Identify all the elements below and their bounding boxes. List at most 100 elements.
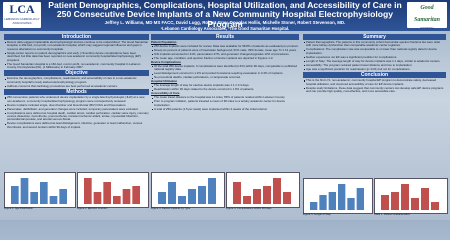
section-heading: Introduction bbox=[4, 34, 149, 40]
figure bbox=[77, 172, 149, 208]
figure-bar bbox=[233, 182, 241, 204]
figure-bar bbox=[431, 202, 439, 210]
figure-bar bbox=[319, 195, 327, 210]
figure-bar bbox=[198, 186, 206, 204]
figure-caption: Figure 5. Length of Stay bbox=[303, 213, 331, 216]
section-heading: Conclusion bbox=[303, 72, 446, 79]
figure-bar bbox=[253, 189, 261, 204]
figure-bar bbox=[391, 192, 399, 210]
bullet: The average length of stay for elective … bbox=[151, 83, 299, 87]
bullet: Examine the demographics, complications,… bbox=[4, 77, 149, 84]
bullet: The Good Samaritan Hospital is a 162-bed… bbox=[4, 62, 149, 70]
figure-caption: Table 1. Patient Characteristics bbox=[374, 213, 410, 216]
figure-caption: Figure 1. Age Distribution bbox=[4, 207, 34, 210]
authors: Jeffrey L. Williams, MD MS FACC, David L… bbox=[104, 20, 346, 25]
figure bbox=[4, 172, 76, 208]
bullet: 250 consecutive patients who underwent d… bbox=[4, 96, 149, 103]
logo-right: Good Samaritan HOSPITAL bbox=[407, 2, 447, 30]
bullet: Neither experience nor EF was a signific… bbox=[303, 55, 446, 59]
section-heading: Results bbox=[151, 34, 299, 40]
figure-bar bbox=[178, 196, 186, 204]
figure-graphic bbox=[233, 178, 291, 204]
figure-caption: Figure 3. Device Implants by Type bbox=[151, 207, 191, 210]
column: Results Patient Population 250 device impl… bbox=[151, 33, 299, 171]
figure-bar bbox=[132, 186, 140, 204]
figure-bar bbox=[243, 196, 251, 204]
figure-bar bbox=[338, 184, 346, 210]
bullet: Lead dislodgement occurred in 1.2% and p… bbox=[151, 71, 299, 75]
figure-bar bbox=[59, 189, 67, 204]
bullet: The mean travel distance to the hospital… bbox=[151, 95, 299, 99]
poster-title: Patient Demographics, Complications, Hos… bbox=[48, 0, 402, 29]
figure-bar bbox=[84, 178, 92, 204]
figure-bar bbox=[273, 178, 281, 204]
figure-bar bbox=[310, 202, 318, 210]
subheading: Hospital Utilization bbox=[151, 79, 178, 84]
section-heading: Summary bbox=[303, 34, 446, 40]
figure-bar bbox=[356, 188, 364, 210]
bullet: Single-center reports on patient demogra… bbox=[4, 51, 149, 62]
figure-bar bbox=[381, 195, 389, 210]
subheading: Accessibility of Care bbox=[151, 91, 180, 96]
bullet: This is the first U.S. non-academic, com… bbox=[303, 79, 446, 86]
figure-graphic bbox=[11, 178, 67, 204]
bullet: Pacemaker, defibrillator, and generator … bbox=[4, 107, 149, 111]
figure bbox=[374, 178, 448, 214]
figure-graphic bbox=[84, 178, 140, 204]
figure-bar bbox=[411, 198, 419, 210]
bullet: Readmission within 30 days related to th… bbox=[151, 87, 299, 91]
figure-bar bbox=[49, 196, 58, 204]
bullet: Age was a significant predictor for read… bbox=[303, 67, 446, 71]
figure-bar bbox=[208, 178, 216, 204]
section-heading: Methods bbox=[4, 89, 149, 96]
affiliations: ¹Lebanon Cardiology Associates, ²The Goo… bbox=[160, 25, 290, 31]
logo-subtext: HOSPITAL bbox=[419, 26, 435, 30]
poster: LCA LEBANON CARDIOLOGY ASSOCIATES Patien… bbox=[0, 0, 450, 220]
bullet: 250 device implants were included for re… bbox=[151, 44, 299, 48]
bullet: No procedural deaths, cardiac perforatio… bbox=[151, 75, 299, 79]
section-heading: Objective bbox=[4, 70, 149, 77]
figure-bar bbox=[263, 186, 271, 204]
bullet: Despite study limitations, these data su… bbox=[303, 86, 446, 94]
bullet: Device complications were defined as lea… bbox=[4, 122, 149, 129]
figure-bar bbox=[347, 198, 355, 210]
logo-subtext: LEBANON CARDIOLOGY ASSOCIATES bbox=[4, 17, 40, 25]
figure-caption: Figure 2. Ejection Fraction bbox=[77, 207, 108, 210]
bullet: Of the total 250 device implants, 6 comp… bbox=[151, 64, 298, 72]
figure bbox=[226, 172, 300, 208]
figure-bar bbox=[328, 192, 336, 210]
subheading: Device Complications bbox=[151, 60, 182, 64]
bullet: Accessibility: The program reduced patie… bbox=[303, 63, 446, 67]
subheading: Patient Population bbox=[151, 40, 177, 44]
figure-graphic bbox=[381, 184, 439, 210]
bullet: Patient Demographics: The patients in th… bbox=[303, 40, 446, 48]
figure-caption: Figure 4. Complications Within 90 Days bbox=[226, 207, 272, 210]
bullet: Address concerns that cardiology procedu… bbox=[4, 84, 149, 88]
bullet: Prior to program initiation, patients tr… bbox=[151, 100, 299, 107]
header: LCA LEBANON CARDIOLOGY ASSOCIATES Patien… bbox=[0, 0, 450, 31]
figure-bar bbox=[401, 184, 409, 210]
bullet: Complications were defined as hospital d… bbox=[4, 110, 149, 122]
figure-graphic bbox=[310, 184, 364, 210]
bullet: Ninety-six percent of patients were of C… bbox=[151, 48, 299, 52]
bullet: A total of 250 patients (1.5 per week) w… bbox=[151, 107, 299, 111]
figure bbox=[151, 172, 225, 208]
figure-graphic bbox=[158, 178, 216, 204]
figure-bar bbox=[188, 189, 196, 204]
column: Summary Patient Demographics: The patient… bbox=[303, 33, 446, 173]
figure-bar bbox=[122, 189, 131, 204]
figure-bar bbox=[113, 196, 121, 204]
figure-bar bbox=[11, 186, 19, 204]
figure-bar bbox=[40, 182, 48, 204]
bullet: Complications: The complication rate was… bbox=[303, 48, 446, 55]
column: Introduction Recent data suggest implanta… bbox=[4, 33, 149, 171]
bullet: ICD implants accounted for 41%, pacemake… bbox=[151, 52, 299, 56]
figure-bar bbox=[421, 188, 429, 210]
figure-bar bbox=[103, 182, 111, 204]
logo-left: LCA LEBANON CARDIOLOGY ASSOCIATES bbox=[3, 2, 41, 28]
figure-bar bbox=[20, 178, 29, 204]
figure-bar bbox=[283, 192, 291, 204]
logo-text: Good Samaritan bbox=[413, 5, 440, 23]
figure bbox=[303, 178, 373, 214]
figure-bar bbox=[93, 192, 102, 204]
